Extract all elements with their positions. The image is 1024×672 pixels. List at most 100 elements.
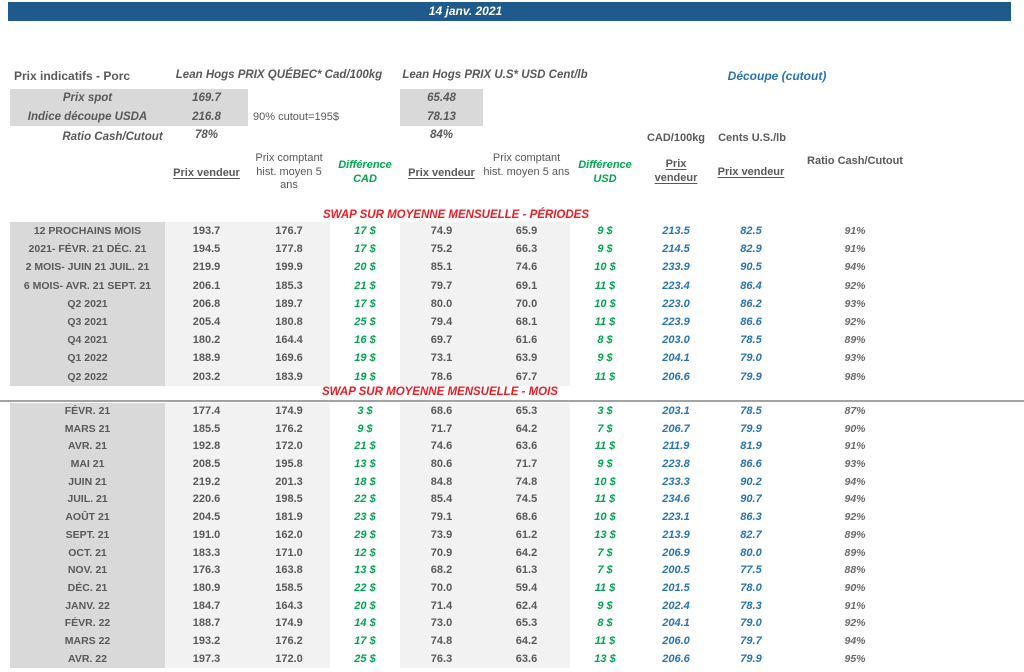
difference-cad-cell: 25 $ [354, 652, 376, 665]
ratio-cash-cutout-cell: 89% [844, 546, 866, 559]
ratio-cash-cutout-cell: 91% [844, 225, 866, 237]
difference-cad-cell: 17 $ [354, 243, 376, 256]
us-hist-moyen-cell: 70.0 [483, 294, 570, 313]
us-hist-moyen-cell: 65.3 [483, 615, 570, 633]
us-prix-vendeur-cell: 74.9 [400, 222, 483, 241]
table-row: MARS 21 185.5 176.2 9 $ 71.7 64.2 7 $ 206.7 79.9… [10, 420, 920, 439]
qc-prix-vendeur-cell: 180.9 [165, 579, 248, 598]
qc-hist-moyen-cell: 176.2 [248, 420, 330, 439]
us-prix-vendeur-cell: 74.6 [400, 438, 483, 457]
usda-index-label: Indice découpe USDA [27, 110, 148, 123]
col-header-qc-prix-vendeur: Prix vendeur [173, 167, 240, 179]
us-hist-moyen-cell: 68.1 [483, 312, 570, 332]
ratio-cash-cutout-cell: 90% [844, 422, 866, 435]
section-divider-line [0, 400, 1024, 402]
qc-hist-moyen-cell: 171.0 [248, 544, 330, 563]
row-label: Q4 2021 [10, 331, 165, 350]
section-title-mois: SWAP SUR MOYENNE MENSUELLE - MOIS [322, 386, 558, 398]
qc-prix-vendeur-cell: 184.7 [165, 597, 248, 616]
qc-prix-vendeur-cell: 176.3 [165, 562, 248, 580]
qc-prix-vendeur-cell: 194.5 [165, 240, 248, 259]
qc-prix-vendeur-cell: 206.1 [165, 276, 248, 295]
row-label: Q1 2022 [10, 349, 165, 368]
us-hist-moyen-cell: 61.6 [483, 331, 570, 350]
qc-hist-moyen-cell: 162.0 [248, 526, 330, 545]
difference-cad-cell: 17 $ [354, 297, 376, 310]
cutout-us-cell: 79.7 [740, 634, 762, 647]
us-hist-moyen-cell: 64.2 [483, 544, 570, 563]
us-prix-vendeur-cell: 70.9 [400, 544, 483, 563]
cutout-cad-cell: 201.5 [662, 581, 690, 594]
table-row: Q4 2021 180.2 164.4 16 $ 69.7 61.6 8 $ 203.0 78.… [10, 331, 920, 350]
qc-prix-vendeur-cell: 208.5 [165, 456, 248, 474]
cutout-cad-cell: 203.0 [662, 334, 690, 347]
row-label: FÉVR. 21 [10, 403, 165, 421]
difference-usd-cell: 9 $ [597, 352, 613, 365]
table-row: DÉC. 21 180.9 158.5 22 $ 70.0 59.4 11 $ 201.5 78… [10, 579, 920, 598]
qc-hist-moyen-cell: 164.4 [248, 331, 330, 350]
difference-usd-cell: 11 $ [594, 493, 616, 506]
difference-cad-cell: 16 $ [354, 334, 376, 347]
row-label: JANV. 22 [10, 597, 165, 616]
table-row: AVR. 21 192.8 172.0 21 $ 74.6 63.6 11 $ 211.9 81… [10, 438, 920, 457]
difference-usd-cell: 11 $ [594, 581, 616, 594]
difference-cad-cell: 21 $ [354, 279, 376, 292]
difference-cad-cell: 19 $ [354, 370, 376, 383]
us-prix-vendeur-cell: 73.0 [400, 615, 483, 633]
spot-label: Prix spot [62, 92, 113, 105]
cutout-cad-cell: 203.1 [662, 405, 690, 417]
ratio-cash-cutout-cell: 89% [844, 334, 866, 347]
difference-usd-cell: 10 $ [594, 475, 616, 488]
qc-prix-vendeur-cell: 193.2 [165, 632, 248, 651]
table-row: Q2 2021 206.8 189.7 17 $ 80.0 70.0 10 $ 223.0 86… [10, 294, 920, 313]
table-row: 12 PROCHAINS MOIS 193.7 176.7 17 $ 74.9 65.9 9… [10, 222, 920, 241]
empty-corner [10, 150, 165, 202]
cutout-cad-cell: 233.9 [662, 261, 690, 274]
cutout-us-cell: 80.0 [740, 546, 762, 559]
cutout-us-cell: 78.5 [740, 405, 762, 417]
difference-cad-cell: 3 $ [357, 405, 373, 417]
col-header-qc-prix-comptant: Prix comptant hist. moyen 5 ans [255, 152, 323, 191]
qc-prix-vendeur-cell: 185.5 [165, 420, 248, 439]
ratio-cash-cutout-cell: 92% [844, 617, 866, 630]
us-prix-vendeur-cell: 85.1 [400, 258, 483, 277]
cutout-cad-cell: 214.5 [662, 243, 690, 256]
cutout-us-cell: 86.3 [740, 511, 762, 524]
quebec-column-title: Lean Hogs PRIX QUÉBEC* Cad/100kg [175, 69, 383, 81]
us-hist-moyen-cell: 69.1 [483, 276, 570, 295]
difference-cad-cell: 18 $ [354, 475, 376, 488]
ratio-cash-cutout-cell: 94% [844, 261, 866, 274]
qc-hist-moyen-cell: 195.8 [248, 456, 330, 474]
ratio-cash-cutout-cell: 94% [844, 475, 866, 488]
qc-hist-moyen-cell: 163.8 [248, 562, 330, 580]
cash-cutout-ratio-quebec: 78% [194, 129, 219, 141]
qc-hist-moyen-cell: 164.3 [248, 597, 330, 616]
difference-cad-cell: 20 $ [354, 261, 376, 274]
row-label: 2021- FÉVR. 21 DÉC. 21 [10, 240, 165, 259]
table-row: OCT. 21 183.3 171.0 12 $ 70.9 64.2 7 $ 206.9 80.… [10, 544, 920, 563]
qc-hist-moyen-cell: 198.5 [248, 491, 330, 510]
us-hist-moyen-cell: 63.6 [483, 438, 570, 457]
cutout-us-cell: 82.9 [740, 243, 762, 256]
ratio-cash-cutout-cell: 90% [844, 581, 866, 594]
qc-hist-moyen-cell: 176.2 [248, 632, 330, 651]
difference-usd-cell: 10 $ [594, 511, 616, 524]
us-hist-moyen-cell: 65.3 [483, 403, 570, 421]
qc-hist-moyen-cell: 180.8 [248, 312, 330, 332]
row-label: AVR. 22 [10, 650, 165, 669]
section-title-periodes: SWAP SUR MOYENNE MENSUELLE - PÉRIODES [322, 209, 590, 221]
mois-table: FÉVR. 21 177.4 174.9 3 $68.6 65.3 3 $203.1 78.… [10, 403, 920, 669]
difference-cad-cell: 22 $ [354, 493, 376, 506]
difference-cad-cell: 25 $ [354, 315, 376, 328]
us-hist-moyen-cell: 62.4 [483, 597, 570, 616]
cutout-us-cell: 81.9 [740, 440, 762, 453]
cutout-cad-cell: 233.3 [662, 475, 690, 488]
row-label: Q2 2021 [10, 294, 165, 313]
date-banner: 14 janv. 2021 [8, 2, 1011, 21]
cutout-us-cell: 82.7 [740, 528, 762, 541]
ratio-cash-cutout-cell: 94% [844, 634, 866, 647]
cutout-note: 90% cutout=195$ [253, 111, 339, 123]
col-header-ratio: Ratio Cash/Cutout [807, 155, 903, 167]
usda-us-value: 78.13 [427, 110, 456, 123]
